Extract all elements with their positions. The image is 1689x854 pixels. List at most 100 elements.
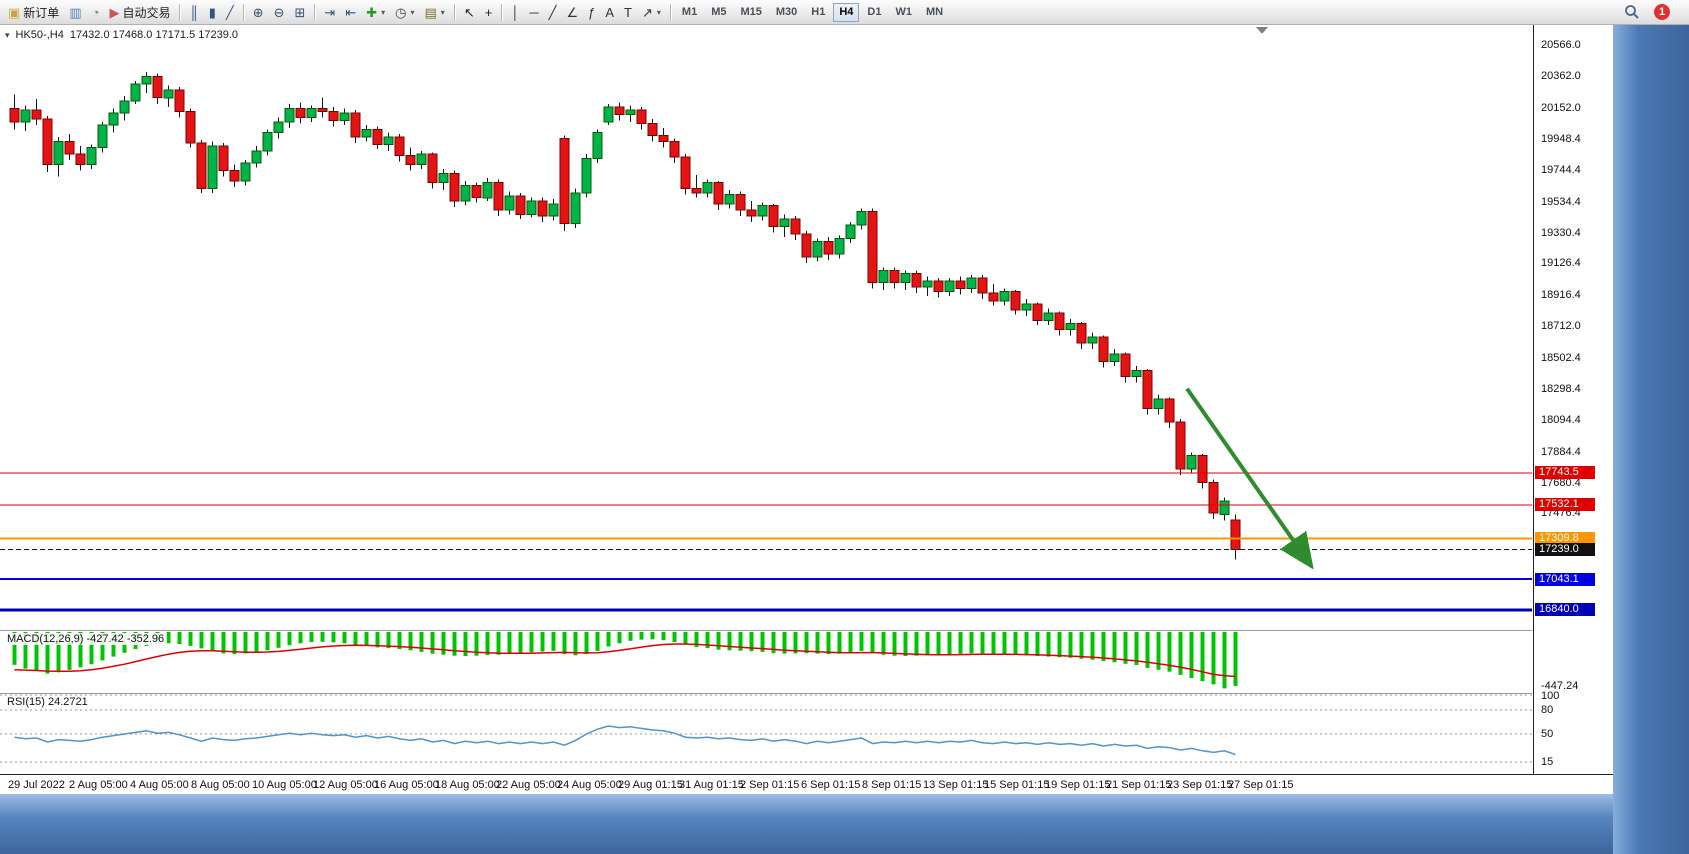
time-axis-label: 24 Aug 05:00 xyxy=(557,779,622,791)
one-click-trading-toggle[interactable]: ▾ xyxy=(5,29,10,40)
toolbar-groups: ▣ 新订单 ▥ ◔ ▶ 自动交易 ║ ▮ ╱ ⊕ ⊖ ⊞ ⇥ ⇤ ✚ ▾ ◷ ▾ ▤ ▾ ↖ + │ ─ ╱ ∠ ƒ A T ↗ ▾ xyxy=(3,2,666,23)
time-axis-label: 29 Aug 01:15 xyxy=(618,779,683,791)
zoom-in-button[interactable]: ⊕ xyxy=(248,2,269,23)
macd-axis-label: -447.24 xyxy=(1541,680,1579,692)
time-axis-label: 21 Sep 01:15 xyxy=(1106,779,1172,791)
clock-icon: ◷ xyxy=(395,4,407,20)
trendline-button[interactable]: ╱ xyxy=(544,2,562,23)
price-axis-label: 17680.4 xyxy=(1541,476,1581,489)
candlestick-chart-button[interactable]: ▮ xyxy=(204,2,221,23)
toolbar-separator xyxy=(453,3,455,21)
time-axis-label: 31 Aug 01:15 xyxy=(679,779,744,791)
new-order-icon: ▣ xyxy=(8,4,21,20)
time-axis-label: 18 Aug 05:00 xyxy=(435,779,500,791)
price-line-tag: 17043.1 xyxy=(1535,572,1595,586)
timeframe-m30-button[interactable]: M30 xyxy=(775,6,798,18)
price-axis-label: 17884.4 xyxy=(1541,445,1581,458)
zoom-out-button[interactable]: ⊖ xyxy=(269,2,290,23)
time-axis-label: 10 Aug 05:00 xyxy=(252,779,317,791)
horizontal-line-button[interactable]: ─ xyxy=(524,2,543,23)
indicators-button[interactable]: ✚ ▾ xyxy=(361,2,390,23)
chevron-down-icon: ▾ xyxy=(410,7,415,17)
price-axis-label: 19534.4 xyxy=(1541,195,1581,208)
auto-scroll-button[interactable]: ⇥ xyxy=(319,2,340,23)
panel-separator[interactable] xyxy=(0,693,1532,694)
equidistant-channel-button[interactable]: ∠ xyxy=(561,2,583,23)
auto-trading-button-label: 自动交易 xyxy=(122,5,171,20)
tile-windows-button[interactable]: ⊞ xyxy=(290,2,311,23)
panel-separator[interactable] xyxy=(0,630,1532,631)
chevron-down-icon: ▾ xyxy=(440,7,445,17)
timeframe-h4-button[interactable]: H4 xyxy=(833,2,860,22)
timeframe-d1-button[interactable]: D1 xyxy=(867,6,882,18)
price-axis-label: 18502.4 xyxy=(1541,351,1581,364)
vertical-line-button[interactable]: │ xyxy=(506,2,524,23)
timeframe-m5-button[interactable]: M5 xyxy=(711,6,727,18)
chart-shift-icon: ⇤ xyxy=(345,4,357,20)
crosshair-icon: + xyxy=(484,4,493,20)
time-axis-label: 12 Aug 05:00 xyxy=(313,779,378,791)
data-window-icon: ◔ xyxy=(91,4,100,20)
time-axis-label: 22 Aug 05:00 xyxy=(496,779,561,791)
toolbar-separator xyxy=(179,3,181,21)
new-order-button[interactable]: ▣ 新订单 xyxy=(3,2,64,23)
search-icon[interactable] xyxy=(1624,4,1640,20)
rsi-axis-label: 80 xyxy=(1541,704,1554,716)
templates-button[interactable]: ▤ ▾ xyxy=(420,2,450,23)
toolbar: ▣ 新订单 ▥ ◔ ▶ 自动交易 ║ ▮ ╱ ⊕ ⊖ ⊞ ⇥ ⇤ ✚ ▾ ◷ ▾ ▤ ▾ ↖ + │ ─ ╱ ∠ ƒ A T ↗ ▾ M1 M… xyxy=(0,0,1689,25)
timeframe-h1-button[interactable]: H1 xyxy=(811,6,826,18)
timeframe-w1-button[interactable]: W1 xyxy=(895,6,912,18)
window-frame-right xyxy=(1613,25,1689,854)
candlestick-chart-icon: ▮ xyxy=(208,4,216,20)
time-axis-label: 2 Aug 05:00 xyxy=(69,779,128,791)
trendline-icon: ╱ xyxy=(548,4,557,20)
timeframe-m1-button[interactable]: M1 xyxy=(681,6,698,18)
time-axis-label: 19 Sep 01:15 xyxy=(1045,779,1111,791)
notification-badge[interactable]: 1 xyxy=(1654,4,1670,20)
price-axis-label: 18298.4 xyxy=(1541,382,1581,395)
indicators-plus-icon: ✚ xyxy=(366,4,378,20)
arrows-button[interactable]: ↗ ▾ xyxy=(637,2,666,23)
cursor-button[interactable]: ↖ xyxy=(459,2,480,23)
chart-header: ▾ HK50-,H4 17432.0 17468.0 17171.5 17239… xyxy=(5,29,238,41)
price-line-tag: 16840.0 xyxy=(1535,603,1595,617)
text-label-icon: T xyxy=(624,4,632,20)
price-axis-label: 18916.4 xyxy=(1541,289,1581,302)
chart-symbol-period: HK50-,H4 xyxy=(15,29,64,41)
chart-shift-button[interactable]: ⇤ xyxy=(340,2,361,23)
text-button[interactable]: A xyxy=(600,2,619,23)
window-frame-bottom xyxy=(0,794,1613,854)
bar-chart-button[interactable]: ║ xyxy=(184,2,203,23)
data-window-button[interactable]: ◔ xyxy=(87,2,105,23)
line-chart-button[interactable]: ╱ xyxy=(221,2,239,23)
fibonacci-icon: ƒ xyxy=(588,4,596,20)
market-watch-icon: ▥ xyxy=(69,4,82,20)
main-chart[interactable] xyxy=(0,25,1532,631)
macd-panel[interactable] xyxy=(0,631,1532,693)
toolbar-separator xyxy=(501,3,503,21)
tile-windows-icon: ⊞ xyxy=(294,4,306,20)
price-axis-label: 20152.0 xyxy=(1541,102,1581,115)
auto-trading-icon: ▶ xyxy=(109,4,120,20)
periods-button[interactable]: ◷ ▾ xyxy=(390,2,419,23)
rsi-panel[interactable] xyxy=(0,694,1532,774)
macd-label: MACD(12,26,9) -427.42 -352.96 xyxy=(4,633,168,645)
price-axis-label: 19744.4 xyxy=(1541,163,1581,176)
chart-window: ▾ HK50-,H4 17432.0 17468.0 17171.5 17239… xyxy=(0,25,1613,794)
crosshair-button[interactable]: + xyxy=(480,2,498,23)
timeframe-mn-button[interactable]: MN xyxy=(925,6,944,18)
price-axis-label: 18712.0 xyxy=(1541,320,1581,333)
time-axis-label: 27 Sep 01:15 xyxy=(1228,779,1294,791)
price-axis-label: 20362.0 xyxy=(1541,70,1581,83)
cursor-arrow-icon: ↖ xyxy=(463,4,475,20)
bar-chart-icon: ║ xyxy=(189,4,199,20)
timeframe-m15-button[interactable]: M15 xyxy=(740,6,762,18)
time-axis-label: 29 Jul 2022 xyxy=(8,779,65,791)
zoom-in-icon: ⊕ xyxy=(252,4,264,20)
market-watch-button[interactable]: ▥ xyxy=(64,2,86,23)
text-label-button[interactable]: T xyxy=(619,2,637,23)
rsi-axis-label: 15 xyxy=(1541,756,1554,768)
time-axis: 29 Jul 2022 2 Aug 05:00 4 Aug 05:00 8 Aug 0… xyxy=(0,774,1613,794)
auto-trading-button[interactable]: ▶ 自动交易 xyxy=(104,2,175,23)
fibonacci-button[interactable]: ƒ xyxy=(583,2,600,23)
